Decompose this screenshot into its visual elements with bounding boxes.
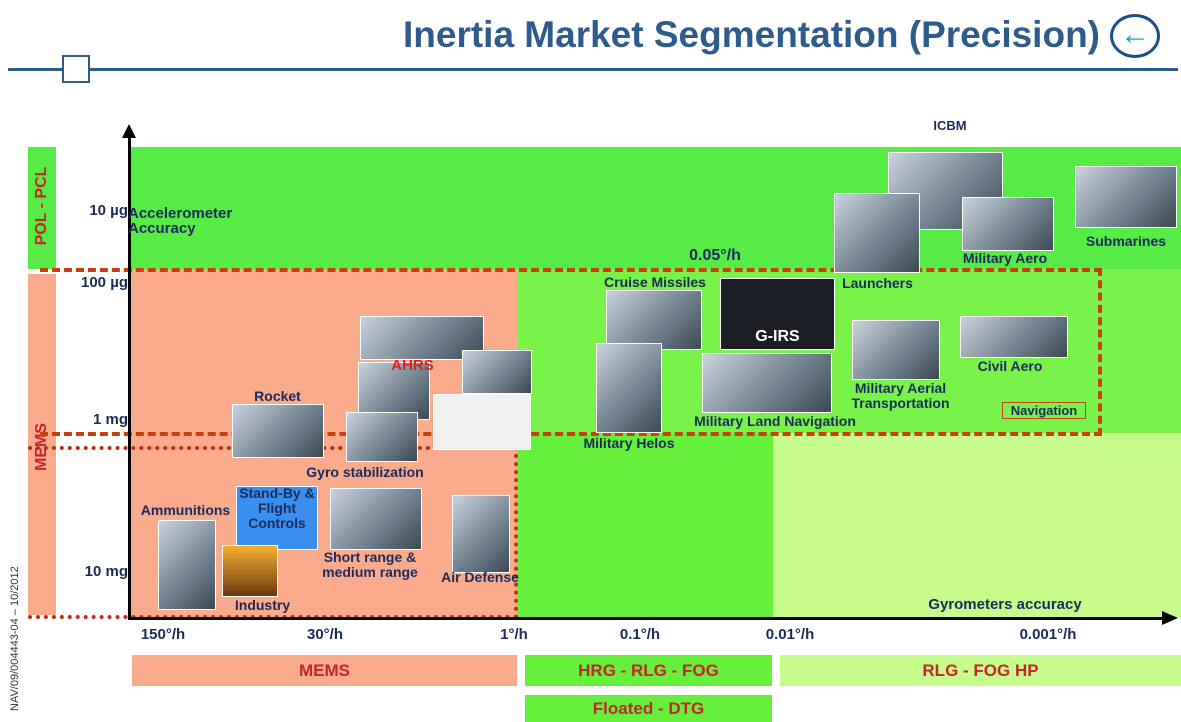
photo: [158, 520, 216, 610]
app-label: Short range & medium range: [300, 550, 440, 580]
tech-bar: MEMS: [132, 655, 517, 686]
app-label: Cruise Missiles: [580, 275, 730, 290]
zone-right-low: [773, 433, 1181, 618]
app-label: AHRS: [370, 358, 455, 373]
photo: [452, 495, 510, 573]
photo: [1075, 166, 1177, 228]
y-axis-title: Accelerometer Accuracy: [128, 206, 268, 236]
app-label: Rocket: [235, 389, 320, 404]
threshold-label: 0.05°/h: [670, 248, 760, 263]
band-pol-label: POL - PCL: [33, 146, 51, 266]
app-label: Launchers: [820, 276, 935, 291]
app-label: ICBM: [900, 118, 1000, 133]
y-arrow: [122, 124, 136, 138]
photo: [222, 545, 278, 597]
photo: [606, 290, 702, 350]
tech-bar: Floated - DTG: [525, 695, 772, 722]
photo: [962, 197, 1054, 251]
x-tick: 30°/h: [280, 626, 370, 643]
tech-bar: HRG - RLG - FOG: [525, 655, 772, 686]
x-tick: 0.01°/h: [745, 626, 835, 643]
app-label: Submarines: [1070, 234, 1181, 249]
x-axis: [128, 617, 1164, 620]
y-tick: 10 mg: [60, 563, 128, 580]
y-tick: 100 µg: [60, 274, 128, 291]
photo: [852, 320, 940, 380]
app-label: Military Land Navigation: [670, 414, 880, 429]
photo: [330, 488, 422, 550]
x-arrow: [1162, 611, 1178, 625]
photo: [960, 316, 1068, 358]
y-tick: 1 mg: [60, 411, 128, 428]
y-tick: 10 µg: [60, 202, 128, 219]
slide: Inertia Market Segmentation (Precision) …: [0, 0, 1181, 722]
photo: [596, 343, 662, 433]
photo: [462, 350, 532, 394]
app-label: Military Helos: [566, 436, 692, 451]
back-button[interactable]: ←: [1110, 14, 1160, 58]
header-cross: [62, 55, 90, 83]
app-label: Stand-By & Flight Controls: [236, 486, 318, 531]
photo: [346, 412, 418, 462]
x-axis-title: Gyrometers accuracy: [900, 597, 1110, 612]
app-label: Gyro stabilization: [285, 465, 445, 480]
x-tick: 1°/h: [469, 626, 559, 643]
app-label: Industry: [220, 598, 305, 613]
app-label: Military Aero: [945, 251, 1065, 266]
header-rule: [8, 68, 1178, 71]
photo: [834, 193, 920, 273]
app-label: G-IRS: [730, 329, 825, 344]
x-tick: 0.001°/h: [1003, 626, 1093, 643]
footer-note: NAV/09/004443-04 – 10/2012: [9, 541, 21, 711]
tech-bar: RLG - FOG HP: [780, 655, 1181, 686]
photo: [232, 404, 324, 458]
app-label: Military Aerial Transportation: [838, 381, 963, 411]
app-label: Navigation: [1002, 402, 1086, 419]
app-label: Civil Aero: [960, 359, 1060, 374]
title: Inertia Market Segmentation (Precision): [290, 14, 1100, 56]
app-label: Air Defense: [430, 570, 530, 585]
photo: [702, 353, 832, 413]
x-tick: 0.1°/h: [595, 626, 685, 643]
photo: [433, 394, 531, 450]
x-tick: 150°/h: [118, 626, 208, 643]
zone-mid-low: [517, 433, 773, 618]
app-label: Ammunitions: [128, 503, 243, 518]
